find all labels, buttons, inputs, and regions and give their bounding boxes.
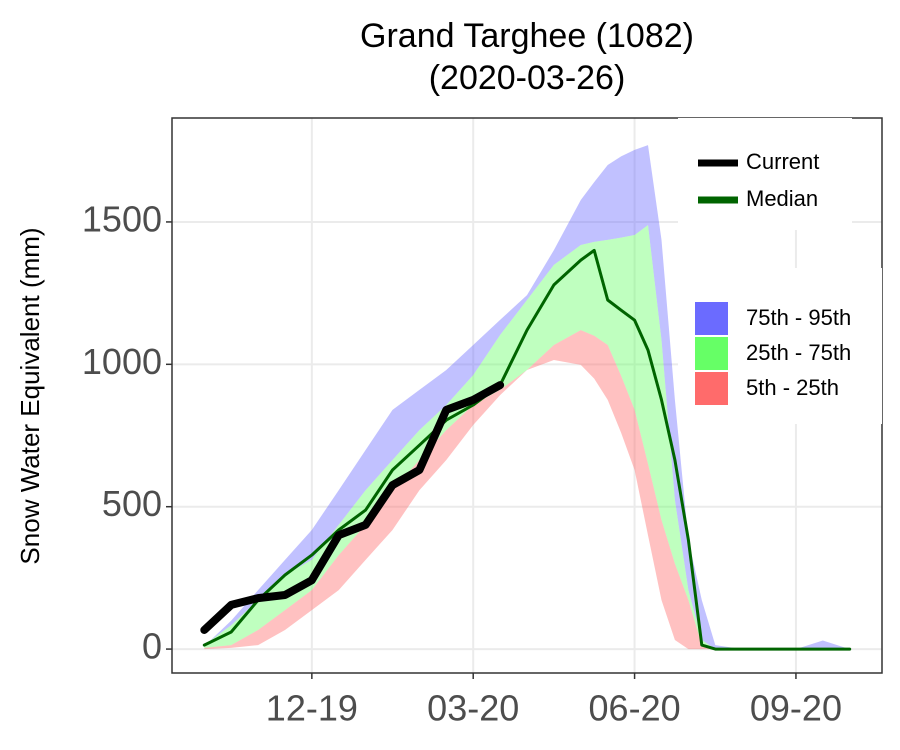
y-tick-label: 0 bbox=[142, 626, 162, 667]
legend-label: 75th - 95th bbox=[746, 305, 851, 330]
line bbox=[202, 248, 852, 651]
legend-label: Current bbox=[746, 149, 819, 174]
y-tick-label: 500 bbox=[102, 483, 162, 524]
chart-title: Grand Targhee (1082) bbox=[360, 17, 694, 55]
x-tick-label: 03-20 bbox=[427, 688, 519, 729]
y-axis-title: Snow Water Equivalent (mm) bbox=[15, 227, 45, 564]
legend-key bbox=[695, 337, 728, 370]
x-tick-label: 09-20 bbox=[750, 688, 842, 729]
chart-subtitle: (2020-03-26) bbox=[429, 59, 626, 97]
band bbox=[204, 225, 850, 650]
legend-label: Median bbox=[746, 186, 818, 211]
legend-label: 5th - 25th bbox=[746, 375, 839, 400]
legend-key bbox=[695, 372, 728, 405]
y-tick-label: 1000 bbox=[82, 341, 162, 382]
legend-key bbox=[695, 302, 728, 335]
x-tick-label: 06-20 bbox=[589, 688, 681, 729]
line bbox=[200, 381, 505, 634]
legend-label: 25th - 75th bbox=[746, 340, 851, 365]
y-tick-label: 1500 bbox=[82, 198, 162, 239]
x-tick-label: 12-19 bbox=[266, 688, 358, 729]
legend-box bbox=[678, 118, 852, 230]
